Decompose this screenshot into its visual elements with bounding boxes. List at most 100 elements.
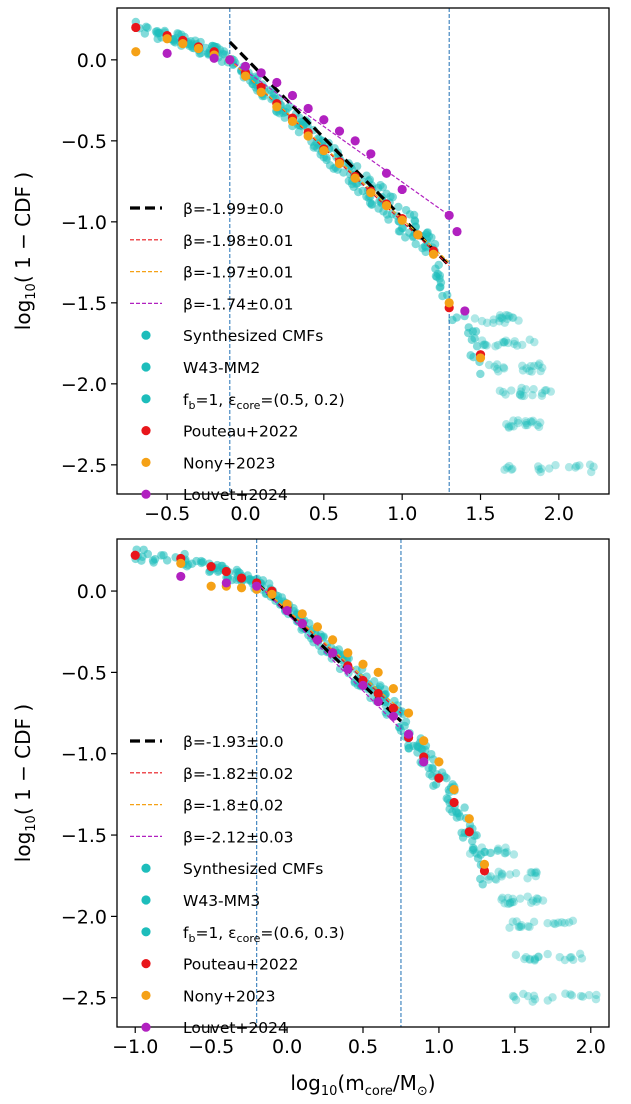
synth-point	[139, 545, 148, 554]
synth-point	[217, 57, 227, 67]
synth-point	[508, 894, 517, 904]
synth-point	[452, 313, 461, 322]
synth-point	[545, 464, 554, 473]
synth-point	[543, 996, 552, 1005]
legend-label: Louvet+2024	[183, 1019, 288, 1037]
synth-point	[503, 893, 513, 903]
legend-dot-orange	[141, 457, 151, 467]
synth-point	[472, 849, 482, 858]
synth-point	[538, 363, 547, 373]
synth-point	[523, 922, 533, 931]
synth-point	[501, 843, 510, 852]
synth-point	[516, 894, 525, 903]
synth-point	[492, 360, 502, 369]
legend-dot-teal	[141, 863, 151, 873]
y-tick-label: −1.5	[61, 825, 107, 847]
synth-point	[480, 340, 490, 350]
point-magenta	[373, 697, 383, 707]
synth-point	[591, 995, 601, 1004]
synth-point	[508, 464, 517, 473]
synth-point	[501, 310, 511, 320]
synth-point	[517, 383, 526, 393]
synth-point	[381, 697, 390, 706]
y-tick-label: 0.0	[77, 581, 107, 603]
synth-point	[493, 846, 503, 855]
synth-point	[523, 892, 532, 901]
synth-point	[460, 803, 469, 812]
synth-point	[477, 843, 487, 852]
synth-point	[521, 417, 530, 426]
point-orange	[287, 116, 298, 126]
synth-point	[534, 422, 544, 432]
synth-point	[530, 954, 540, 963]
synth-point	[564, 462, 574, 472]
y-tick-label: −2.0	[61, 906, 107, 928]
synth-point	[503, 338, 513, 348]
point-magenta	[343, 664, 353, 674]
synth-point	[517, 391, 526, 401]
synth-point	[515, 390, 525, 399]
synth-point	[479, 340, 488, 350]
synth-point	[505, 923, 514, 932]
synth-point	[576, 991, 586, 1001]
point-red	[464, 827, 474, 837]
point-magenta	[460, 306, 470, 316]
point-magenta	[419, 757, 429, 767]
synth-point	[505, 461, 514, 471]
synth-point	[519, 989, 528, 999]
synth-point	[443, 290, 452, 300]
y-tick-label: −0.5	[61, 131, 107, 153]
synth-point	[533, 420, 542, 430]
synth-point	[512, 917, 521, 926]
synth-point	[519, 391, 529, 401]
point-orange	[464, 814, 474, 824]
synth-point	[508, 991, 518, 1001]
synth-point	[501, 390, 510, 399]
synth-point	[498, 314, 507, 323]
synth-point	[358, 186, 367, 196]
synth-point	[499, 387, 508, 397]
synth-point	[536, 467, 545, 477]
fit-range-lines	[229, 8, 450, 494]
bottom-y-axis-label: log10( 1 − CDF )	[11, 704, 39, 862]
y-tick-label: −1.0	[61, 212, 107, 234]
point-red	[434, 773, 444, 783]
synth-point	[469, 845, 479, 854]
synth-point	[404, 743, 413, 753]
synth-point	[585, 460, 595, 469]
synth-point	[480, 340, 489, 349]
synth-point	[542, 385, 551, 395]
synth-point	[148, 556, 158, 565]
synth-point	[505, 898, 515, 907]
synth-point	[525, 366, 534, 376]
bottom-legend: β=-1.93±0.0 β=-1.82±0.02 β=-1.8±0.02 β=-2.1…	[130, 733, 345, 1037]
x-tick-label: 1.0	[387, 503, 417, 525]
bottom-x-ticks: −1.0 −0.5 0.0 0.5 1.0 1.5 2.0	[112, 1027, 606, 1058]
x-tick-label: −0.5	[188, 1036, 234, 1058]
synth-point	[464, 323, 473, 332]
point-red	[221, 566, 231, 577]
point-magenta	[209, 53, 219, 63]
synth-point	[575, 461, 584, 470]
y-tick-label: 0.0	[77, 50, 107, 72]
point-orange	[236, 583, 247, 593]
synth-point	[472, 342, 482, 351]
synth-point	[493, 846, 502, 856]
synth-point	[489, 318, 498, 328]
bottom-panel: −1.0 −0.5 0.0 0.5 1.0 1.5 2.0 0.0 −0.5 −1.0 −1.5 −…	[11, 538, 610, 1099]
synth-point	[431, 264, 440, 273]
fit-line-orange	[256, 582, 402, 711]
synth-point	[492, 875, 501, 884]
synth-point	[505, 899, 515, 908]
synth-point	[510, 339, 519, 349]
synth-point	[505, 312, 514, 321]
point-orange	[240, 71, 251, 81]
point-magenta	[328, 648, 338, 658]
synth-point	[525, 954, 534, 964]
point-orange	[272, 102, 282, 112]
x-tick-label: 2.0	[576, 1036, 606, 1058]
synth-point	[520, 954, 529, 964]
legend-label: fb=1, εcore=(0.6, 0.3)	[183, 924, 345, 945]
synth-point	[322, 155, 331, 165]
